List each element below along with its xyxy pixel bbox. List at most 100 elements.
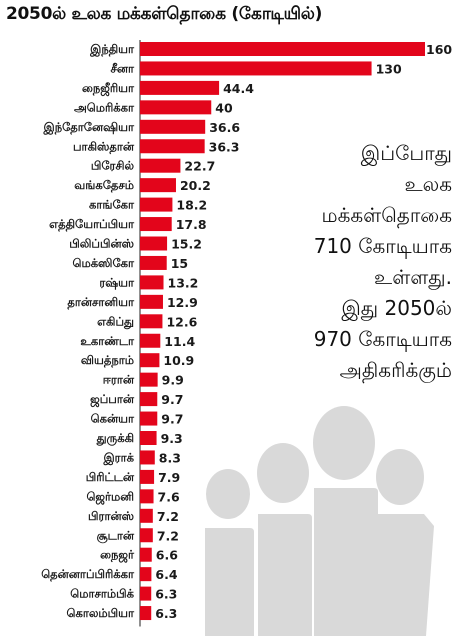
bar	[140, 353, 160, 368]
bar	[140, 100, 212, 115]
value-label: 12.9	[167, 295, 198, 310]
bar	[140, 139, 205, 154]
value-label: 130	[376, 61, 402, 76]
category-label: ரஷ்யா	[99, 275, 135, 290]
note-line: 970 கோடியாக	[313, 327, 452, 351]
category-label: கொலம்பியா	[67, 606, 135, 620]
value-label: 7.9	[158, 470, 180, 485]
value-label: 15	[171, 256, 188, 271]
category-label: வியத்நாம்	[81, 353, 135, 368]
value-label: 8.3	[159, 450, 181, 465]
note-line: இப்போது	[360, 141, 452, 165]
bar	[140, 372, 158, 387]
category-label: பாகிஸ்தான்	[73, 139, 135, 154]
value-label: 9.7	[161, 412, 183, 427]
bar	[140, 450, 155, 465]
category-label: பிரான்ஸ்	[88, 509, 135, 523]
category-label: காங்கோ	[89, 198, 135, 212]
bar	[140, 158, 181, 173]
value-label: 7.2	[157, 528, 179, 543]
category-label: தான்சானியா	[67, 295, 135, 310]
bar	[140, 508, 153, 523]
value-label: 6.6	[156, 548, 178, 563]
value-label: 12.6	[166, 314, 197, 329]
value-label: 7.6	[158, 489, 180, 504]
bar	[140, 61, 372, 76]
category-label: நைஜர்	[100, 548, 135, 563]
category-label: பிலிப்பின்ஸ்	[69, 237, 134, 251]
value-label: 6.4	[155, 567, 177, 582]
category-label: எகிப்து	[97, 314, 134, 329]
value-label: 6.3	[155, 587, 177, 602]
bar	[140, 42, 425, 56]
bar	[140, 178, 176, 193]
value-label: 44.4	[223, 81, 254, 96]
bar	[140, 411, 158, 426]
category-label: வங்கதேசம்	[74, 178, 134, 193]
category-label: உகாண்டா	[80, 334, 135, 348]
value-label: 36.6	[209, 120, 240, 135]
category-label: பிரேசில்	[91, 159, 135, 173]
category-label: ஈரான்	[103, 373, 135, 387]
bar	[140, 119, 206, 134]
category-label: இந்தியா	[89, 42, 135, 57]
note-line: அதிகரிக்கும்	[339, 358, 452, 382]
category-label: ஜப்பான்	[90, 392, 135, 407]
category-label: கென்யா	[91, 412, 135, 426]
value-label: 160	[426, 42, 452, 57]
category-label: இராக்	[103, 450, 135, 465]
category-label: மெக்ஸிகோ	[73, 256, 135, 270]
value-label: 9.9	[162, 373, 184, 388]
bar	[140, 255, 167, 270]
note-line: மக்கள்தொகை	[321, 203, 453, 227]
value-label: 18.2	[176, 198, 207, 213]
population-note: இப்போது உலக மக்கள்தொகை 710 கோடியாக உள்ளத…	[262, 138, 452, 386]
value-label: 36.3	[209, 139, 240, 154]
category-label: தென்னாப்பிரிக்கா	[41, 567, 135, 582]
value-label: 11.4	[164, 334, 195, 349]
category-label: சூடான்	[97, 528, 135, 543]
value-label: 15.2	[171, 237, 202, 252]
bar	[140, 217, 172, 232]
category-label: ஜெர்மனி	[86, 489, 134, 504]
note-line: இது 2050ல்	[341, 296, 452, 320]
bar	[140, 333, 161, 348]
bar	[140, 567, 152, 582]
value-label: 17.8	[176, 217, 207, 232]
category-label: துருக்கி	[96, 431, 134, 446]
value-label: 7.2	[157, 509, 179, 524]
bar	[140, 606, 152, 621]
bar	[140, 236, 168, 251]
value-label: 22.7	[184, 159, 215, 174]
value-label: 10.9	[163, 353, 194, 368]
value-label: 9.3	[161, 431, 183, 446]
bar	[140, 586, 152, 601]
bar	[140, 528, 153, 543]
note-line: 710 கோடியாக	[313, 234, 452, 258]
bar	[140, 80, 220, 95]
category-label: மொசாம்பிக்	[70, 587, 134, 601]
value-label: 40	[215, 100, 233, 115]
value-label: 13.2	[168, 275, 199, 290]
category-label: எத்தியோப்பியா	[49, 217, 135, 232]
value-label: 9.7	[161, 392, 183, 407]
bar	[140, 197, 173, 212]
value-label: 20.2	[180, 178, 211, 193]
chart-title: 2050ல் உலக மக்கள்தொகை (கோடியில்)	[6, 4, 323, 24]
note-line: உள்ளது.	[374, 265, 452, 289]
bar	[140, 547, 152, 562]
category-label: பிரிட்டன்	[86, 470, 135, 484]
bar	[140, 469, 155, 484]
bar	[140, 431, 157, 445]
bar	[140, 314, 163, 329]
bar	[140, 294, 163, 309]
category-label: சீனா	[110, 61, 135, 75]
note-line: உலக	[404, 172, 452, 196]
value-label: 6.3	[155, 606, 177, 621]
category-label: நைஜீரியா	[82, 81, 135, 96]
bar	[140, 489, 154, 504]
category-label: அமெரிக்கா	[74, 100, 135, 114]
bar	[140, 392, 158, 407]
